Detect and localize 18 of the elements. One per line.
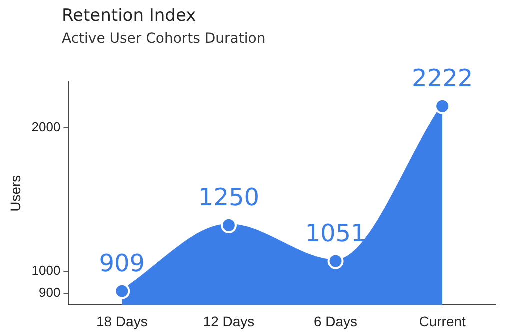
y-tick-label: 1000 [32, 263, 61, 278]
data-label: 1051 [305, 220, 366, 248]
x-tick-label: 6 Days [314, 313, 358, 330]
x-tick-label: Current [419, 313, 466, 330]
point [328, 253, 344, 270]
chart-title: Retention Index [62, 6, 196, 26]
data-label: 909 [99, 250, 146, 278]
data-label: 1250 [198, 184, 260, 212]
y-tick-label: 900 [39, 284, 61, 300]
point [434, 98, 451, 114]
point [114, 283, 130, 300]
chart-subtitle: Active User Cohorts Duration [62, 31, 266, 47]
data-label: 2222 [412, 64, 474, 93]
point [220, 217, 237, 234]
y-axis-title: Users [7, 175, 24, 212]
x-tick-label: 12 Days [203, 313, 255, 330]
y-tick-label: 2000 [32, 120, 61, 135]
x-tick-label: 18 Days [96, 313, 148, 330]
